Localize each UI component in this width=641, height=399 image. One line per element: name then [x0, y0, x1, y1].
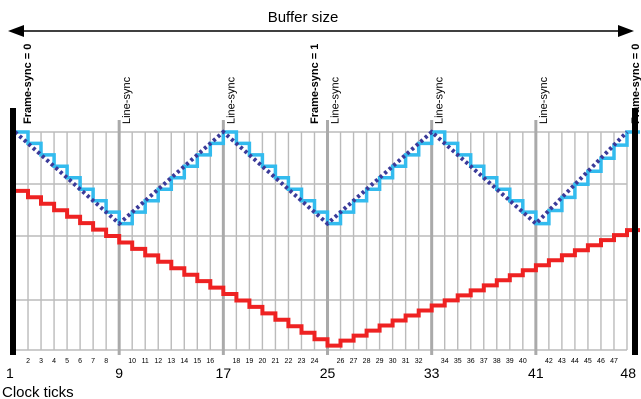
tick-label-minor: 2 [26, 358, 30, 365]
line-sync-label: Line-sync [225, 76, 237, 124]
tick-label-major: 41 [528, 365, 544, 381]
frame-sync-end-label: Frame-sync = 0 [630, 44, 641, 124]
tick-label-minor: 24 [311, 358, 319, 365]
tick-label-minor: 23 [298, 358, 306, 365]
tick-label-minor: 19 [245, 358, 253, 365]
tick-label-minor: 30 [389, 358, 397, 365]
tick-label-major: 1 [6, 365, 14, 381]
tick-label-minor: 5 [65, 358, 69, 365]
tick-label-minor: 10 [128, 358, 136, 365]
tick-label-minor: 42 [545, 358, 553, 365]
tick-label-minor: 26 [337, 358, 345, 365]
tick-label-minor: 37 [480, 358, 488, 365]
tick-label-minor: 8 [104, 358, 108, 365]
tick-label-minor: 21 [272, 358, 280, 365]
tick-label-major: 33 [424, 365, 440, 381]
tick-label-minor: 20 [259, 358, 267, 365]
tick-label-minor: 39 [506, 358, 514, 365]
tick-label-minor: 34 [441, 358, 449, 365]
tick-label-minor: 27 [350, 358, 358, 365]
diagram-title: Buffer size [268, 9, 339, 26]
tick-label-minor: 3 [39, 358, 43, 365]
frame-sync-bar-start [10, 108, 16, 355]
tick-label-minor: 14 [180, 358, 188, 365]
tick-label-minor: 47 [610, 358, 618, 365]
clock-tick-labels: 2 3 4 5 6 7 8 10 11 12 13 14 15 16 18 19 20 21 22 23 24 26 27 2… [6, 358, 636, 381]
buffer-size-arrow [8, 25, 634, 37]
frame-sync-bar-end [632, 108, 638, 355]
tick-label-minor: 4 [52, 358, 56, 365]
line-sync-label: Line-sync [538, 76, 550, 124]
tick-label-minor: 18 [232, 358, 240, 365]
tick-label-minor: 45 [584, 358, 592, 365]
tick-label-minor: 28 [363, 358, 371, 365]
tick-label-minor: 32 [415, 358, 423, 365]
tick-label-minor: 6 [78, 358, 82, 365]
tick-label-minor: 22 [285, 358, 293, 365]
tick-label-minor: 40 [519, 358, 527, 365]
series-red_staircase [15, 188, 640, 348]
tick-label-minor: 13 [167, 358, 175, 365]
tick-label-major: 9 [115, 365, 123, 381]
line-sync-label: Line-sync [434, 76, 446, 124]
tick-label-major: 25 [320, 365, 336, 381]
tick-label-minor: 7 [91, 358, 95, 365]
tick-label-minor: 38 [493, 358, 501, 365]
x-axis-label: Clock ticks [2, 384, 74, 399]
tick-label-major: 48 [620, 365, 636, 381]
tick-label-minor: 12 [154, 358, 162, 365]
series-dark_blue_dotted [13, 129, 629, 227]
sync-lines [117, 120, 538, 355]
line-sync-labels: Line-sync Line-sync Line-sync Line-sync Line… [121, 76, 550, 124]
line-sync-label: Line-sync [330, 76, 342, 124]
tick-label-minor: 36 [467, 358, 475, 365]
tick-label-major: 17 [216, 365, 232, 381]
frame-sync-mid-label: Frame-sync = 1 [309, 44, 321, 124]
frame-sync-start-label: Frame-sync = 0 [22, 44, 34, 124]
tick-label-minor: 11 [142, 358, 149, 365]
tick-label-minor: 35 [454, 358, 462, 365]
tick-label-minor: 31 [402, 358, 410, 365]
tick-label-minor: 16 [206, 358, 214, 365]
tick-label-minor: 29 [376, 358, 384, 365]
series-layer [13, 129, 640, 348]
tick-label-minor: 44 [571, 358, 579, 365]
line-sync-label: Line-sync [121, 76, 133, 124]
tick-label-minor: 43 [558, 358, 566, 365]
tick-label-minor: 15 [193, 358, 201, 365]
tick-label-minor: 46 [597, 358, 605, 365]
